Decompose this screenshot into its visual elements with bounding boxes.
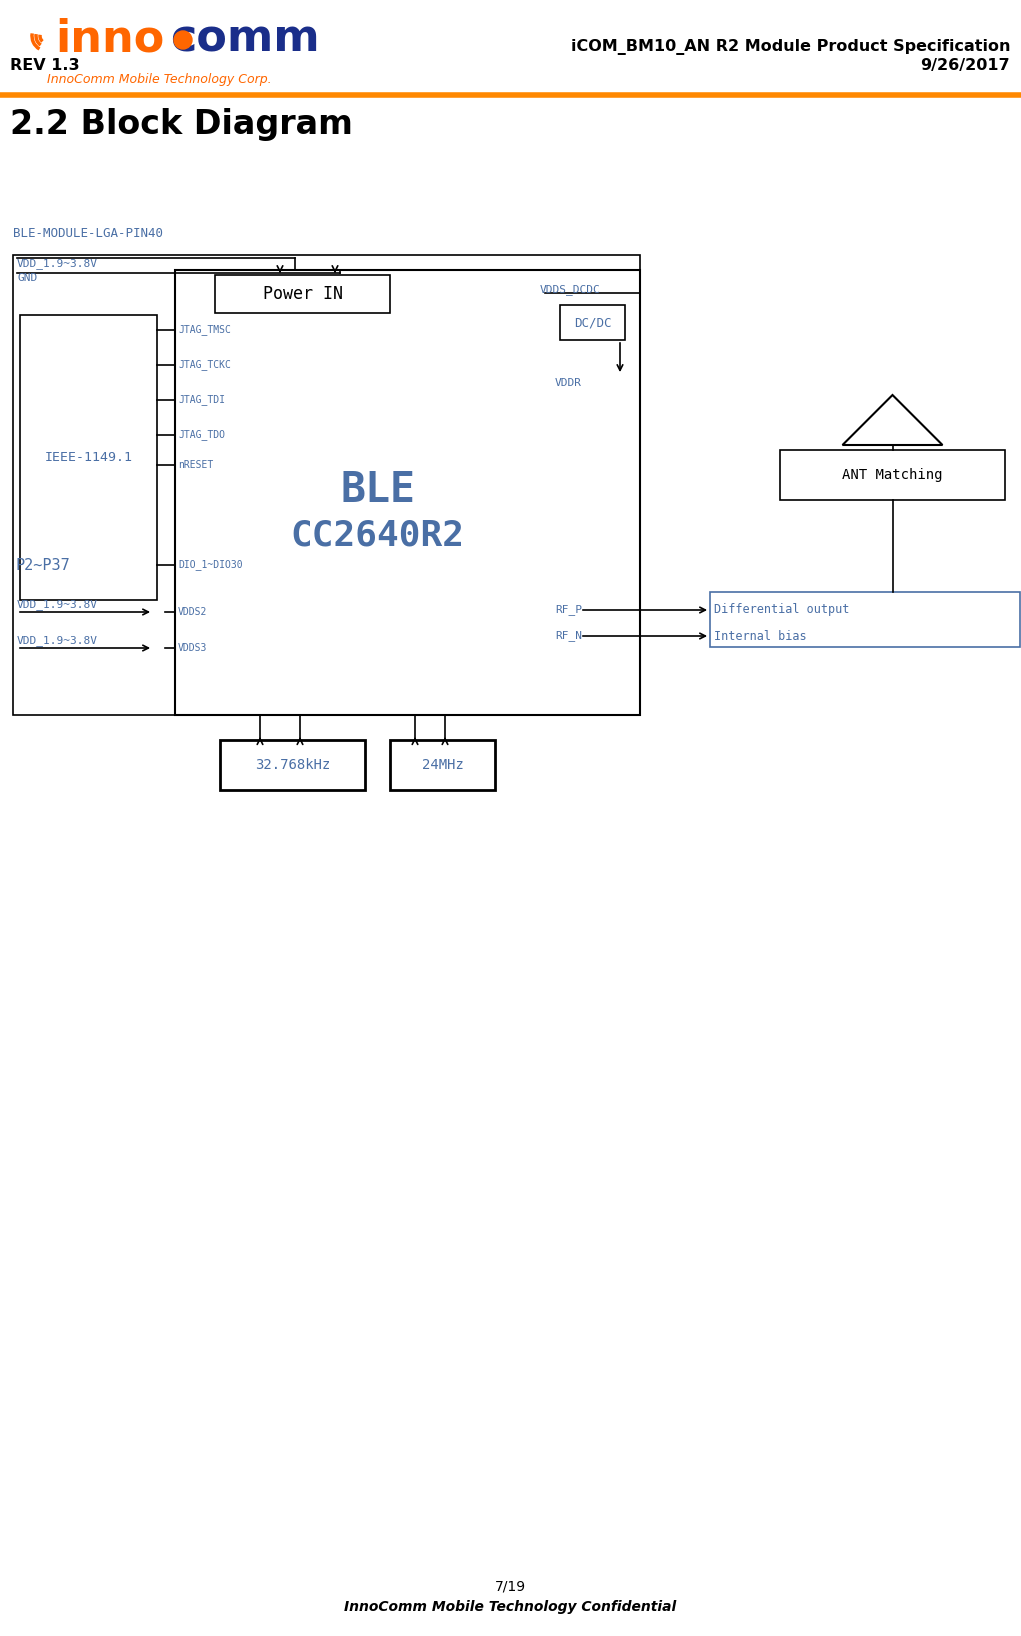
Bar [710, 592, 1020, 646]
Text: JTAG_TDI: JTAG_TDI [178, 394, 225, 406]
Text: GND: GND [17, 273, 37, 283]
Text: Power IN: Power IN [262, 285, 342, 303]
Bar [175, 270, 640, 715]
Circle shape [174, 31, 192, 49]
Bar [780, 450, 1005, 501]
Text: RF_P: RF_P [555, 605, 582, 615]
Text: Internal bias: Internal bias [714, 630, 807, 643]
Text: DIO_1~DIO30: DIO_1~DIO30 [178, 560, 243, 571]
Text: 7/19: 7/19 [494, 1580, 526, 1593]
Text: JTAG_TCKC: JTAG_TCKC [178, 360, 231, 370]
Text: inno: inno [55, 18, 164, 61]
Text: REV 1.3: REV 1.3 [10, 57, 80, 74]
Text: comm: comm [171, 18, 320, 61]
Text: JTAG_TDO: JTAG_TDO [178, 430, 225, 440]
Text: nRESET: nRESET [178, 460, 213, 470]
Bar [215, 275, 390, 312]
Text: VDD_1.9~3.8V: VDD_1.9~3.8V [17, 635, 98, 646]
Text: Differential output: Differential output [714, 604, 849, 617]
Text: InnoComm Mobile Technology Corp.: InnoComm Mobile Technology Corp. [47, 74, 272, 87]
Text: BLE: BLE [340, 470, 415, 510]
Bar [560, 304, 625, 340]
Text: CC2640R2: CC2640R2 [291, 519, 465, 551]
Bar [390, 739, 495, 790]
Text: 32.768kHz: 32.768kHz [255, 757, 330, 772]
Text: BLE-MODULE-LGA-PIN40: BLE-MODULE-LGA-PIN40 [13, 227, 163, 240]
Text: VDD_1.9~3.8V: VDD_1.9~3.8V [17, 599, 98, 610]
Text: 9/26/2017: 9/26/2017 [920, 57, 1010, 74]
Bar [20, 316, 157, 600]
Text: RF_N: RF_N [555, 630, 582, 641]
Text: VDDS2: VDDS2 [178, 607, 207, 617]
Text: InnoComm Mobile Technology Confidential: InnoComm Mobile Technology Confidential [344, 1600, 676, 1615]
Text: iCOM_BM10_AN R2 Module Product Specification: iCOM_BM10_AN R2 Module Product Specifica… [571, 39, 1010, 56]
Text: VDDS_DCDC: VDDS_DCDC [540, 285, 600, 294]
Text: P2~P37: P2~P37 [15, 558, 69, 573]
Text: DC/DC: DC/DC [574, 316, 612, 329]
Text: ANT Matching: ANT Matching [842, 468, 942, 483]
Bar [13, 255, 640, 715]
Bar [220, 739, 364, 790]
Text: IEEE-1149.1: IEEE-1149.1 [45, 452, 133, 465]
Text: VDD_1.9~3.8V: VDD_1.9~3.8V [17, 258, 98, 268]
Text: JTAG_TMSC: JTAG_TMSC [178, 324, 231, 335]
Text: VDDS3: VDDS3 [178, 643, 207, 653]
Text: VDDR: VDDR [555, 378, 582, 388]
Text: 24MHz: 24MHz [422, 757, 464, 772]
Text: 2.2 Block Diagram: 2.2 Block Diagram [10, 108, 353, 141]
